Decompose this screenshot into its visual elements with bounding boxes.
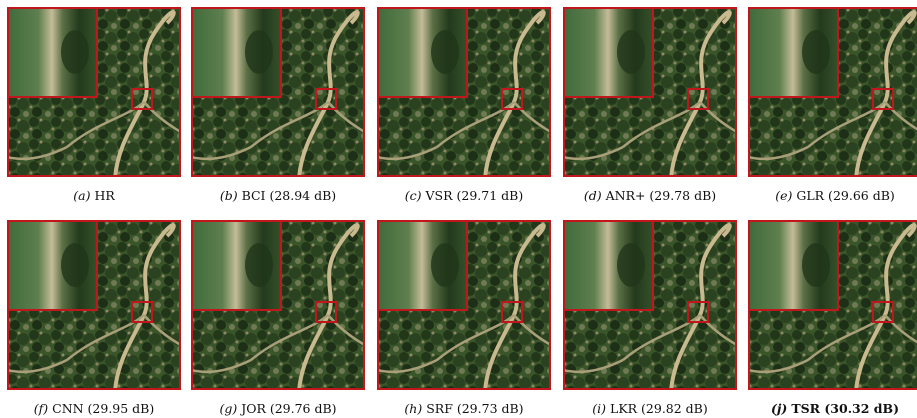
caption: (c) VSR (29.71 dB) [357,188,571,203]
panel: (i)LKR (29.82 dB) [563,220,737,390]
panel-image [563,7,737,177]
caption: (b) BCI (28.94 dB) [171,188,385,203]
aerial-image [748,7,917,177]
caption: (i) LKR (29.82 dB) [543,401,757,416]
panel: (e)GLR (29.66 dB) [748,7,917,177]
caption-text: GLR (29.66 dB) [796,188,894,203]
aerial-image [7,7,181,177]
panel: (c)VSR (29.71 dB) [377,7,551,177]
panel-image [7,7,181,177]
aerial-image [377,7,551,177]
aerial-image [748,220,917,390]
caption-label: (c) [405,188,422,203]
caption: (h) SRF (29.73 dB) [357,401,571,416]
panel: (a)HR [7,7,181,177]
caption-text: BCI (28.94 dB) [242,188,337,203]
panel: (b)BCI (28.94 dB) [191,7,365,177]
caption-text: CNN (29.95 dB) [52,401,154,416]
caption-label: (e) [775,188,792,203]
panel-image [7,220,181,390]
caption-text: TSR (30.32 dB) [791,401,899,416]
aerial-image [7,220,181,390]
caption-text: JOR (29.76 dB) [241,401,336,416]
panel-image [748,7,917,177]
panel-image [563,220,737,390]
caption-label: (g) [219,401,237,416]
caption-label: (h) [404,401,422,416]
caption: (d) ANR+ (29.78 dB) [543,188,757,203]
panel-image [377,220,551,390]
aerial-image [563,220,737,390]
caption-label: (b) [220,188,238,203]
panel: (j)TSR (30.32 dB) [748,220,917,390]
panel-image [191,220,365,390]
aerial-image [191,7,365,177]
aerial-image [563,7,737,177]
caption: (j) TSR (30.32 dB) [728,401,917,416]
panel: (f)CNN (29.95 dB) [7,220,181,390]
panel-image [748,220,917,390]
caption-text: SRF (29.73 dB) [426,401,523,416]
panel: (h)SRF (29.73 dB) [377,220,551,390]
panel-image [191,7,365,177]
caption-text: LKR (29.82 dB) [610,401,708,416]
caption: (g) JOR (29.76 dB) [171,401,385,416]
caption-label: (a) [73,188,90,203]
caption-label: (f) [34,401,48,416]
figure: (a)HR(b)BCI (28.94 dB)(c)VSR (29.71 dB)(… [0,0,917,418]
caption-text: HR [94,188,114,203]
caption-label: (j) [771,401,787,416]
caption-text: ANR+ (29.78 dB) [606,188,717,203]
caption-label: (i) [592,401,606,416]
aerial-image [191,220,365,390]
aerial-image [377,220,551,390]
caption-label: (d) [584,188,602,203]
caption-text: VSR (29.71 dB) [426,188,524,203]
caption: (e) GLR (29.66 dB) [728,188,917,203]
panel: (d)ANR+ (29.78 dB) [563,7,737,177]
panel: (g)JOR (29.76 dB) [191,220,365,390]
panel-image [377,7,551,177]
